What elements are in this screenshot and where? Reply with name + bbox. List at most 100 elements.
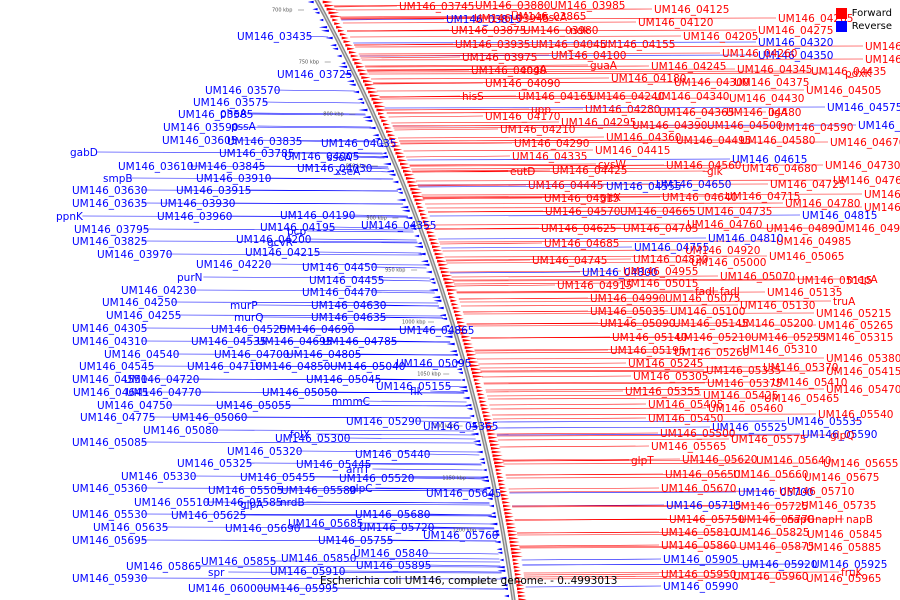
forward-feature bbox=[378, 112, 385, 115]
forward-feature bbox=[470, 367, 482, 371]
reverse-connector bbox=[495, 426, 711, 429]
forward-connector bbox=[524, 575, 732, 578]
forward-gene-label: UM146_04425 bbox=[552, 165, 627, 177]
forward-feature bbox=[373, 101, 384, 105]
forward-connector bbox=[452, 279, 796, 282]
forward-feature bbox=[453, 310, 461, 313]
reverse-feature bbox=[489, 504, 494, 508]
forward-feature bbox=[442, 274, 453, 277]
forward-gene-label: UM146_05310 bbox=[742, 344, 817, 356]
forward-gene-label: UM146_04985 bbox=[776, 236, 851, 248]
forward-feature bbox=[324, 4, 335, 7]
reverse-gene-label: UM146_05060 bbox=[172, 412, 247, 424]
reverse-connector bbox=[430, 390, 465, 393]
forward-feature bbox=[387, 133, 396, 137]
forward-gene-label: UM146_04275 bbox=[758, 25, 833, 37]
forward-connector bbox=[454, 284, 556, 287]
forward-gene-label: UM146_05650 bbox=[665, 469, 740, 481]
forward-feature bbox=[485, 425, 495, 429]
forward-connector bbox=[411, 169, 551, 172]
forward-feature bbox=[440, 270, 451, 274]
reverse-feature bbox=[462, 396, 470, 400]
reverse-gene-label: UM146_04540 bbox=[104, 349, 179, 361]
forward-feature bbox=[510, 547, 522, 551]
reverse-feature bbox=[470, 432, 479, 436]
forward-connector bbox=[467, 324, 817, 327]
reverse-feature bbox=[439, 314, 446, 317]
reverse-feature bbox=[428, 288, 438, 292]
forward-gene-label: UM146_04435 bbox=[811, 66, 886, 78]
reverse-connector bbox=[446, 329, 469, 332]
forward-feature bbox=[371, 97, 382, 101]
forward-gene-label: UM146_04460 bbox=[865, 54, 900, 66]
forward-gene-label: UM146_04245 bbox=[651, 61, 726, 73]
forward-connector bbox=[512, 505, 732, 508]
forward-feature bbox=[414, 198, 426, 202]
reverse-connector bbox=[348, 328, 447, 331]
forward-feature bbox=[490, 447, 501, 450]
reverse-gene-label: UM146_04805 bbox=[286, 349, 361, 361]
forward-gene-label: UM146_04100 bbox=[551, 50, 626, 62]
forward-gene-label: UM146_04705 bbox=[623, 223, 698, 235]
forward-gene-label: UM146_04280 bbox=[585, 104, 660, 116]
reverse-gene-label: UM146_04815 bbox=[802, 210, 877, 222]
reverse-connector bbox=[306, 501, 490, 504]
forward-connector bbox=[456, 290, 719, 293]
reverse-connector bbox=[203, 276, 430, 279]
forward-connector bbox=[496, 432, 659, 435]
forward-connector bbox=[451, 275, 719, 278]
reverse-connector bbox=[361, 170, 391, 173]
forward-gene-label: UM146_05410 bbox=[772, 377, 847, 389]
reverse-connector bbox=[241, 416, 471, 419]
forward-connector bbox=[393, 126, 777, 129]
reverse-gene-label: UM146_05520 bbox=[339, 473, 414, 485]
reverse-gene-label: UM146_03970 bbox=[97, 249, 172, 261]
forward-gene-label: gltX bbox=[600, 192, 621, 204]
reverse-gene-label: UM146_04525 bbox=[211, 324, 286, 336]
reverse-feature bbox=[364, 119, 373, 122]
reverse-gene-label: UM146_04630 bbox=[311, 300, 386, 312]
reverse-gene-label: UM146_04800 bbox=[582, 267, 657, 279]
reverse-feature bbox=[359, 101, 365, 104]
reverse-gene-label: mmmC bbox=[332, 396, 370, 408]
reverse-gene-label: UM146_05855 bbox=[201, 556, 276, 568]
forward-feature bbox=[400, 162, 409, 166]
reverse-gene-label: UM146_05530 bbox=[72, 509, 147, 521]
forward-feature bbox=[437, 259, 447, 263]
forward-gene-label: UM146_05210 bbox=[676, 332, 751, 344]
forward-gene-label: UM146_05450 bbox=[648, 413, 723, 425]
forward-gene-label: UM146_04995 bbox=[838, 223, 900, 235]
forward-gene-label: UM146_05315 bbox=[818, 332, 893, 344]
forward-connector bbox=[342, 21, 637, 24]
forward-gene-label: UM146_04920 bbox=[685, 245, 760, 257]
forward-feature bbox=[515, 580, 524, 583]
forward-gene-label: UM146_04990 bbox=[590, 293, 665, 305]
reverse-gene-label: UM146_05330 bbox=[121, 471, 196, 483]
forward-feature bbox=[515, 576, 523, 580]
reverse-connector bbox=[522, 563, 811, 566]
forward-gene-label: UM146_05810 bbox=[661, 527, 736, 539]
forward-feature bbox=[497, 475, 504, 479]
forward-connector bbox=[470, 336, 817, 339]
reverse-feature bbox=[422, 263, 430, 266]
forward-connector bbox=[485, 388, 825, 391]
reverse-gene-label: UM146_03910 bbox=[196, 173, 271, 185]
scale-tick-label: 1250 kbp bbox=[461, 580, 485, 586]
forward-gene-label: guaA bbox=[590, 60, 618, 72]
reverse-gene-label: UM146_04545 bbox=[79, 361, 154, 373]
forward-feature bbox=[417, 205, 424, 209]
forward-connector bbox=[452, 278, 846, 281]
forward-gene-label: UM146_04415 bbox=[595, 145, 670, 157]
forward-gene-label: UM146_05140 bbox=[612, 332, 687, 344]
forward-gene-label: UM146_04515 bbox=[544, 193, 619, 205]
reverse-connector bbox=[141, 441, 477, 444]
forward-feature bbox=[357, 69, 367, 72]
forward-feature bbox=[503, 504, 511, 508]
forward-gene-label: UM146_05375 bbox=[707, 378, 782, 390]
reverse-feature bbox=[396, 188, 402, 191]
forward-gene-label: UM146_04590 bbox=[778, 122, 853, 134]
forward-gene-label: UM146_04345 bbox=[737, 64, 812, 76]
forward-connector bbox=[346, 29, 757, 32]
forward-feature bbox=[514, 569, 521, 573]
legend-forward-label: Forward bbox=[851, 8, 892, 19]
